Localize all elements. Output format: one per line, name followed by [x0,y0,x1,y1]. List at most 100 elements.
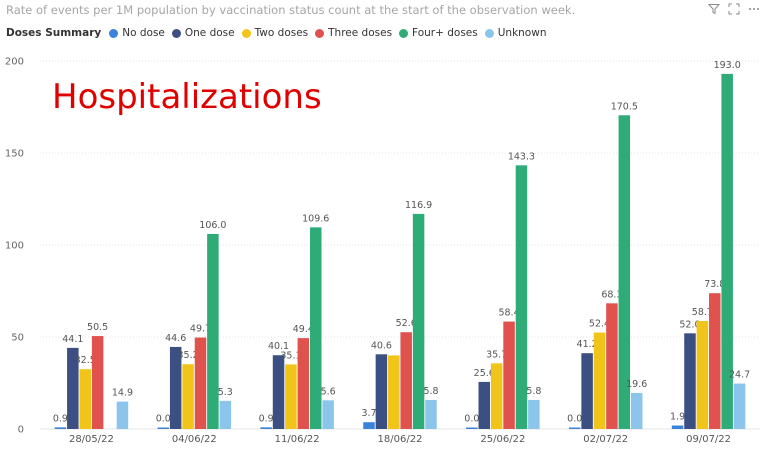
bar [478,381,491,429]
bar [490,363,503,429]
legend-label-unknown: Unknown [497,27,547,39]
legend-swatch-two-doses [241,28,251,38]
data-label: 5.3 [218,387,233,398]
data-label: 106.0 [199,220,226,231]
bar [297,338,310,429]
bar [581,353,593,429]
bar [169,346,182,429]
data-label: 40.6 [371,340,392,351]
bar [630,392,643,429]
data-label: 0.9 [259,413,274,424]
bar [219,400,232,429]
legend-swatch-no-dose [109,28,119,38]
data-label: 44.6 [165,333,186,344]
y-tick-label: 0 [18,425,24,436]
bar [309,227,322,429]
data-label: 32.5 [75,355,96,366]
bar [466,427,478,429]
legend-title: Doses Summary [6,27,102,39]
data-label: 24.7 [729,370,750,381]
bar [671,425,684,429]
data-label: 109.6 [302,213,329,224]
data-label: 143.3 [508,151,535,162]
bar [593,332,606,429]
data-label: 5.6 [321,386,336,397]
legend-item-two-doses[interactable]: Two doses [241,27,309,39]
data-label: 1.9 [670,412,685,423]
y-tick-label: 150 [5,149,24,160]
data-label: 5.8 [526,386,541,397]
data-label: 5.8 [423,386,438,397]
bar [709,293,721,429]
bar [568,427,581,429]
focus-mode-icon[interactable] [728,3,740,15]
legend-label-two-doses: Two doses [254,27,309,39]
x-tick-label: 18/06/22 [378,434,423,445]
bar [207,233,219,429]
bar [618,115,631,429]
data-label: 58.7 [692,307,713,318]
data-label: 170.5 [611,101,638,112]
bar [363,422,375,429]
data-label: 0.0 [464,414,479,425]
legend-item-no-dose[interactable]: No dose [109,27,165,39]
data-label: 193.0 [714,60,741,71]
data-label: 35.2 [178,350,199,361]
data-label: 35.7 [486,349,507,360]
x-tick-label: 28/05/22 [69,434,114,445]
chart-title: Rate of events per 1M population by vacc… [6,3,576,17]
data-label: 50.5 [87,322,108,333]
legend-item-one-dose[interactable]: One dose [171,27,235,39]
data-label: 52.4 [589,319,610,330]
bar [67,347,79,429]
bar [684,333,696,429]
legend-item-unknown[interactable]: Unknown [484,27,547,39]
bar [79,369,91,429]
bar [412,213,425,429]
data-label: 19.6 [626,379,647,390]
legend-label-no-dose: No dose [122,27,165,39]
bar [157,427,170,429]
legend-swatch-four-plus-doses [399,28,409,38]
bar [272,355,285,429]
bar [425,399,437,429]
bar [606,303,618,429]
legend-label-three-doses: Three doses [328,27,393,39]
bar [322,400,334,429]
x-tick-label: 02/07/22 [583,434,628,445]
data-label: 49.4 [293,324,314,335]
data-label: 73.8 [704,279,725,290]
legend-item-four-plus-doses[interactable]: Four+ doses [399,27,478,39]
bar [388,355,400,429]
bar [733,383,746,429]
x-tick-label: 09/07/22 [686,434,731,445]
bar [285,364,297,429]
legend-swatch-three-doses [315,28,325,38]
bar [375,354,388,429]
bar [400,332,412,429]
legend-label-one-dose: One dose [184,27,235,39]
legend-label-four-plus-doses: Four+ doses [412,27,478,39]
x-tick-label: 11/06/22 [275,434,320,445]
data-label: 41.2 [577,339,598,350]
data-label: 52.6 [396,318,417,329]
data-label: 0.9 [53,413,68,424]
overlay-title: Hospitalizations [52,77,322,117]
legend-swatch-one-dose [171,28,181,38]
bar [182,364,194,429]
data-label: 25.6 [474,368,495,379]
data-label: 3.7 [361,408,376,419]
bar [528,399,540,429]
more-options-icon[interactable] [748,3,760,15]
data-label: 35.1 [280,350,301,361]
filter-icon[interactable] [708,3,720,15]
y-tick-label: 100 [5,241,24,252]
bar [515,165,528,429]
legend-item-three-doses[interactable]: Three doses [315,27,392,39]
bar [260,427,272,429]
x-tick-label: 04/06/22 [172,434,217,445]
bar [116,401,129,429]
legend-swatch-unknown [484,28,494,38]
